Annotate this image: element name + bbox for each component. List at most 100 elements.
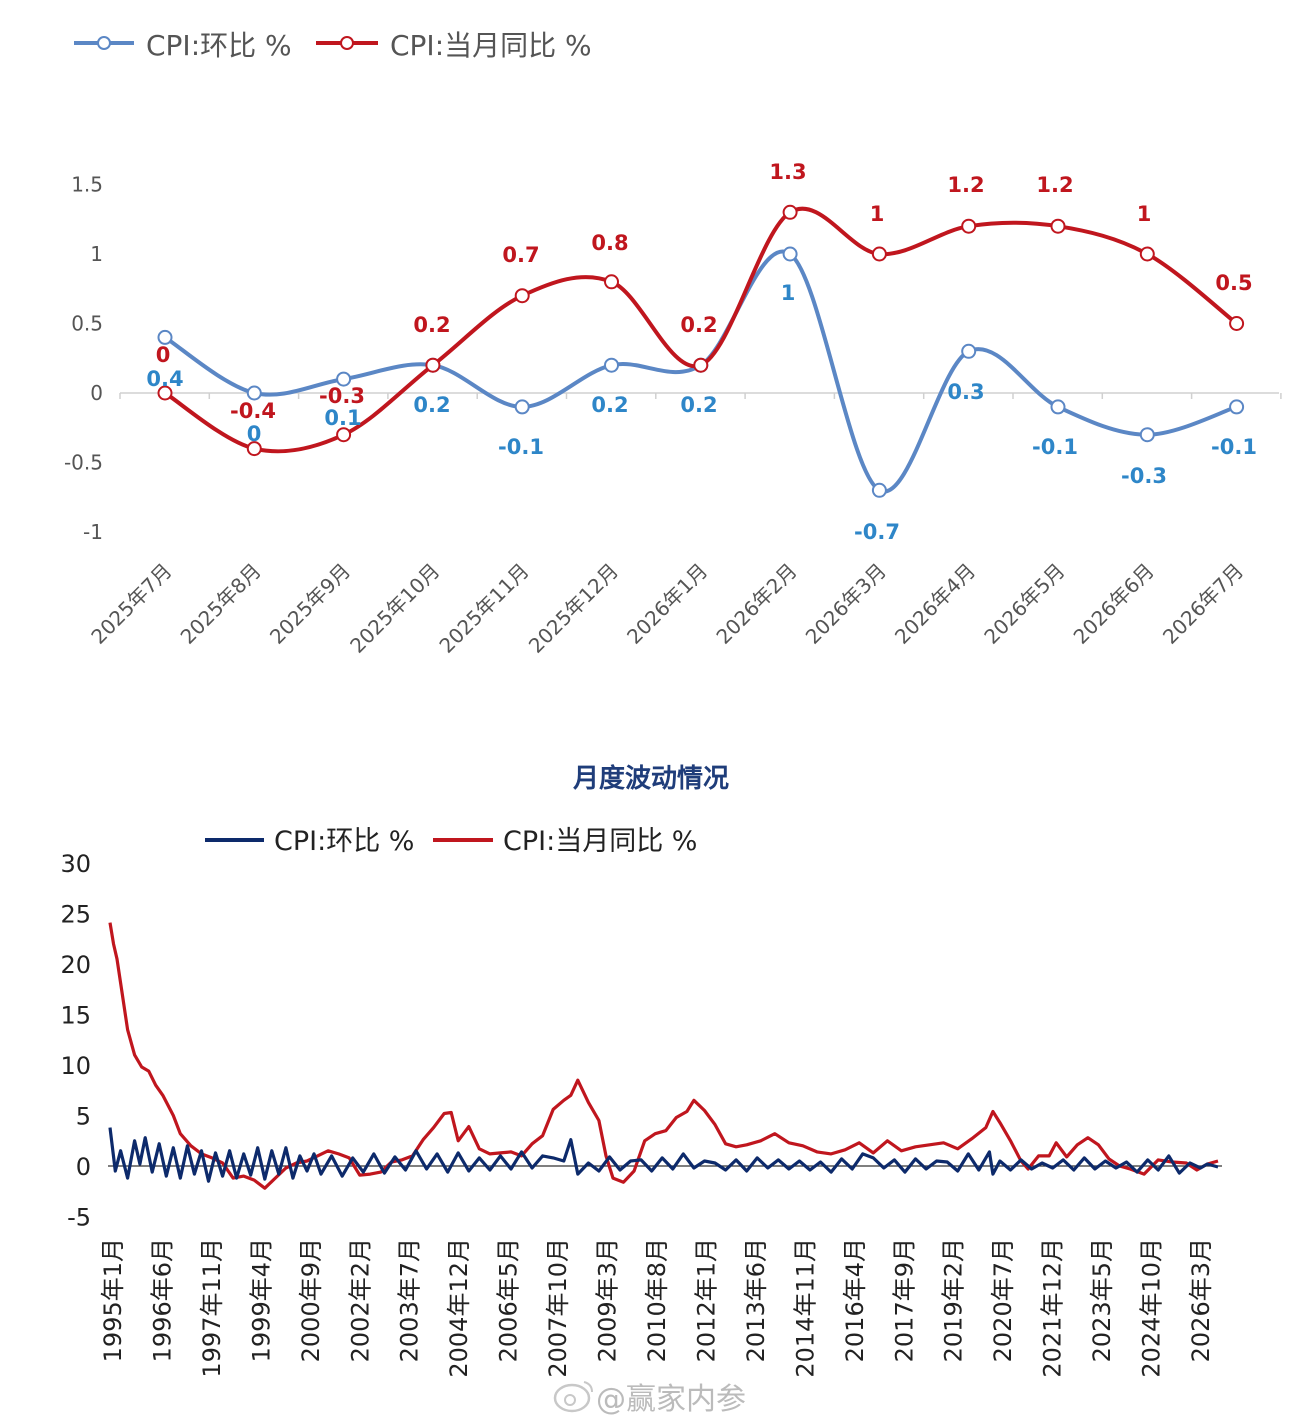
top-point-yoy <box>157 385 173 401</box>
top-point-yoy <box>782 204 798 220</box>
top-point-yoy <box>1050 218 1066 234</box>
top-point-mom <box>961 343 977 359</box>
top-point-yoy <box>1229 316 1245 331</box>
bottom-x-tick-label: 2007年10月 <box>544 1238 572 1378</box>
top-y-tick-label: -1 <box>83 520 103 544</box>
bottom-y-tick-label: 25 <box>60 901 91 929</box>
top-x-tick-label: 2025年7月 <box>86 559 176 649</box>
top-data-label-mom: 0.1 <box>324 406 361 430</box>
top-legend-label-yoy: CPI:当月同比 % <box>390 29 592 62</box>
top-data-label-yoy: 0.8 <box>591 231 628 255</box>
bottom-chart-title: 月度波动情况 <box>572 763 729 794</box>
top-x-tick-labels: 2025年7月 2025年8月 2025年9月2025年10月2025年11月202… <box>86 559 1248 658</box>
top-x-tick-label: 2026年1月 <box>622 559 712 649</box>
top-y-tick-label: 1.5 <box>71 173 103 197</box>
top-point-mom <box>336 371 352 387</box>
top-data-label-yoy: -0.3 <box>319 384 365 408</box>
top-y-tick-label: 0 <box>90 381 103 405</box>
top-x-tick-label: 2025年11月 <box>434 559 533 658</box>
bottom-x-tick-label: 2023年5月 <box>1088 1238 1116 1362</box>
top-data-label-mom: -0.3 <box>1121 464 1167 488</box>
top-data-label-yoy: 0.2 <box>680 313 717 337</box>
top-x-axis <box>119 392 1282 399</box>
bottom-x-tick-label: 1999年4月 <box>247 1238 275 1362</box>
top-data-label-yoy: -0.4 <box>230 399 276 423</box>
bottom-series-line-yoy <box>108 922 1219 1190</box>
bottom-chart: 月度波动情况 CPI:环比 % CPI:当月同比 % 30 25 20 15 10 5 0 -… <box>60 763 1222 1378</box>
top-point-mom <box>604 357 619 373</box>
top-data-label-mom: -0.1 <box>498 435 544 459</box>
bottom-x-tick-label: 2024年10月 <box>1138 1238 1166 1378</box>
top-x-tick-label: 2026年6月 <box>1069 559 1159 649</box>
bottom-x-tick-label: 2020年7月 <box>989 1238 1017 1362</box>
top-data-label-yoy: 0 <box>156 343 171 367</box>
top-y-tick-label: -0.5 <box>64 451 103 475</box>
top-data-label-yoy: 1 <box>1137 202 1152 226</box>
top-point-mom <box>514 399 530 415</box>
bottom-x-tick-label: 2021年12月 <box>1039 1238 1067 1378</box>
bottom-x-tick-label: 1996年6月 <box>148 1238 176 1362</box>
bottom-y-tick-label: 15 <box>60 1002 91 1030</box>
top-point-yoy <box>604 274 619 290</box>
top-point-mom <box>1229 399 1245 415</box>
top-data-label-mom: 0.3 <box>947 380 984 404</box>
top-point-yoy <box>246 441 262 457</box>
top-point-mom <box>871 482 887 498</box>
top-point-mom <box>246 385 262 401</box>
bottom-legend-item-yoy: CPI:当月同比 % <box>433 826 697 857</box>
top-data-label-mom: 0.2 <box>413 393 450 417</box>
top-point-mom <box>157 329 173 345</box>
bottom-legend: CPI:环比 % CPI:当月同比 % <box>205 826 697 857</box>
bottom-y-tick-label: 20 <box>60 951 91 979</box>
top-legend: CPI:环比 % CPI:当月同比 % <box>74 29 592 62</box>
top-point-yoy <box>871 246 887 262</box>
top-data-label-mom: 0.2 <box>591 393 628 417</box>
top-point-mom <box>1050 399 1066 415</box>
bottom-y-tick-label: 0 <box>76 1153 91 1181</box>
top-point-yoy <box>336 427 352 443</box>
top-x-tick-label: 2026年5月 <box>979 559 1069 649</box>
top-y-tick-label: 0.5 <box>71 312 103 336</box>
bottom-x-tick-label: 2006年5月 <box>495 1238 523 1362</box>
bottom-x-tick-label: 2012年1月 <box>692 1238 720 1362</box>
bottom-x-tick-label: 2000年9月 <box>297 1238 325 1362</box>
bottom-y-tick-label: 10 <box>60 1052 91 1080</box>
top-data-label-yoy: 1.2 <box>947 173 984 197</box>
bottom-x-tick-labels: 1995年1月 1996年6月 1997年11月 1999年4月 2000年9月 2002… <box>99 1238 1215 1378</box>
top-x-tick-label: 2025年9月 <box>265 559 355 649</box>
bottom-x-tick-label: 2017年9月 <box>890 1238 918 1362</box>
top-point-yoy <box>693 357 709 373</box>
top-data-label-yoy: 1.3 <box>769 160 806 184</box>
bottom-y-tick-label: 5 <box>76 1103 91 1131</box>
top-legend-marker-mom <box>97 36 111 50</box>
top-legend-item-mom: CPI:环比 % <box>74 29 292 62</box>
bottom-x-tick-label: 2014年11月 <box>791 1238 819 1378</box>
bottom-x-tick-label: 2026年3月 <box>1187 1238 1215 1362</box>
top-y-tick-label: 1 <box>90 242 103 266</box>
top-data-label-yoy: 0.2 <box>413 313 450 337</box>
bottom-legend-label-yoy: CPI:当月同比 % <box>503 826 697 857</box>
top-data-label-mom: 0 <box>247 422 262 446</box>
top-point-mom <box>1139 427 1155 443</box>
top-legend-item-yoy: CPI:当月同比 % <box>316 29 592 62</box>
top-x-tick-label: 2026年7月 <box>1158 559 1248 649</box>
bottom-legend-label-mom: CPI:环比 % <box>274 826 414 857</box>
top-x-tick-label: 2025年12月 <box>524 559 623 658</box>
top-point-yoy <box>425 357 441 373</box>
bottom-y-tick-label: -5 <box>67 1204 91 1232</box>
bottom-x-tick-label: 2019年2月 <box>940 1238 968 1362</box>
bottom-series-line-mom <box>108 1127 1219 1183</box>
bottom-x-tick-label: 2009年3月 <box>594 1238 622 1362</box>
bottom-y-axis: 30 25 20 15 10 5 0 -5 <box>60 850 91 1232</box>
bottom-x-tick-label: 2002年2月 <box>346 1238 374 1362</box>
top-legend-label-mom: CPI:环比 % <box>146 29 292 62</box>
top-chart: CPI:环比 % CPI:当月同比 % 1.5 1 0.5 0 -0.5 -1 2025年… <box>64 29 1282 658</box>
top-x-tick-label: 2026年2月 <box>711 559 801 649</box>
weibo-icon <box>553 1381 593 1413</box>
top-series-yoy <box>157 204 1245 457</box>
top-point-yoy <box>514 288 530 304</box>
bottom-x-tick-label: 1995年1月 <box>99 1238 127 1362</box>
top-point-yoy <box>1139 246 1155 262</box>
top-data-label-mom: 0.2 <box>680 393 717 417</box>
